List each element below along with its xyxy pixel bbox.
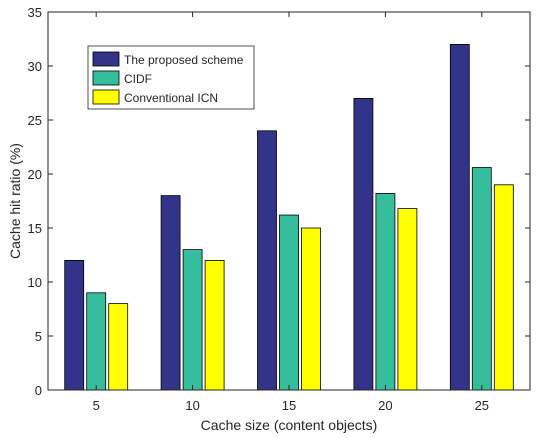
- legend-swatch: [92, 70, 120, 86]
- y-axis-label: Cache hit ratio (%): [7, 143, 23, 259]
- bar-series-2-cat-2: [301, 227, 321, 391]
- bar-series-0-cat-4: [449, 44, 470, 391]
- x-tick-label: 25: [475, 398, 489, 413]
- y-tick-label: 5: [35, 329, 42, 344]
- bar-series-2-cat-3: [397, 208, 418, 391]
- y-tick-label: 10: [28, 275, 42, 290]
- y-axis: 0 5 10 15 20 25 30 35: [28, 5, 530, 398]
- bars-layer: [64, 44, 514, 391]
- bar-series-1-cat-2: [279, 214, 299, 391]
- y-tick-label: 35: [28, 5, 42, 20]
- bar-series-1-cat-3: [375, 193, 396, 391]
- x-tick-label: 20: [378, 398, 392, 413]
- bar-series-0-cat-0: [64, 259, 85, 391]
- plot-frame: [47, 11, 531, 391]
- y-tick-label: 15: [28, 221, 42, 236]
- bar-series-1-cat-1: [182, 249, 203, 391]
- legend-label: The proposed scheme: [124, 53, 244, 67]
- x-axis-label: Cache size (content objects): [201, 417, 378, 433]
- legend-swatch: [92, 89, 120, 105]
- y-tick-label: 25: [28, 113, 42, 128]
- y-tick-label: 0: [35, 383, 42, 398]
- bar-series-0-cat-2: [257, 130, 277, 391]
- legend: The proposed scheme CIDF Conventional ICN: [87, 45, 255, 110]
- legend-label: CIDF: [124, 72, 152, 86]
- x-tick-label: 15: [282, 398, 296, 413]
- bar-series-0-cat-3: [353, 98, 374, 391]
- x-axis: 5 10 15 20 25: [93, 12, 489, 413]
- x-tick-label: 5: [93, 398, 100, 413]
- bar-series-2-cat-4: [493, 184, 514, 391]
- y-tick-label: 20: [28, 167, 42, 182]
- y-tick-label: 30: [28, 59, 42, 74]
- bar-series-0-cat-1: [160, 195, 181, 391]
- bar-series-1-cat-4: [471, 167, 492, 391]
- bar-series-1-cat-0: [86, 292, 107, 391]
- bar-series-2-cat-0: [108, 303, 129, 391]
- legend-swatch: [92, 51, 120, 67]
- bar-series-2-cat-1: [204, 259, 225, 391]
- legend-label: Conventional ICN: [124, 91, 218, 105]
- x-tick-label: 10: [185, 398, 199, 413]
